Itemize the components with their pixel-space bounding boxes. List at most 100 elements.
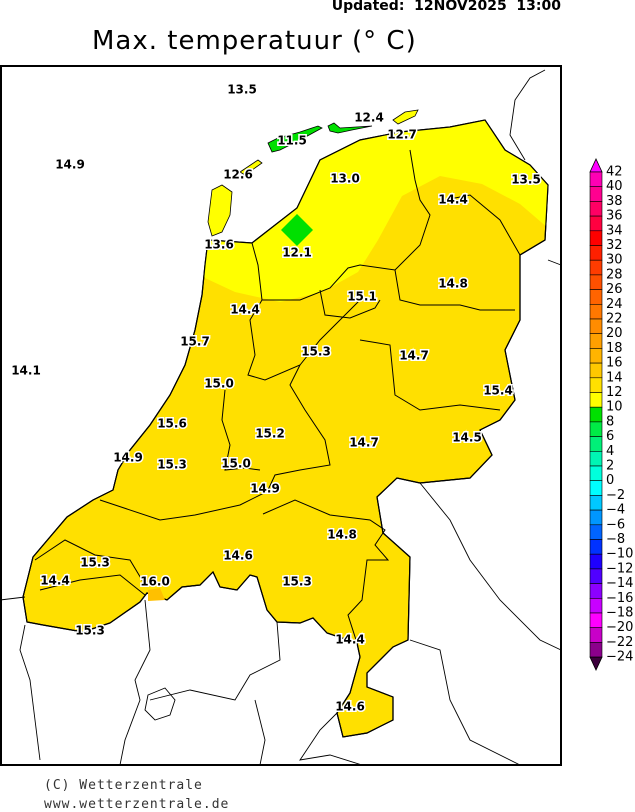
legend-label: −2: [606, 488, 625, 503]
legend-label: −20: [606, 620, 633, 635]
legend-label: 4: [606, 444, 614, 459]
legend-swatch: [589, 612, 603, 628]
station-value: 14.9: [55, 158, 85, 172]
station-value: 13.6: [204, 238, 234, 252]
legend-swatch: [589, 259, 603, 276]
map-frame: [0, 65, 562, 766]
legend-swatch: [589, 348, 603, 364]
station-value: 14.1: [11, 364, 41, 378]
website-link[interactable]: www.wetterzentrale.de: [44, 797, 230, 812]
station-value: 14.4: [335, 633, 365, 647]
legend-label: 6: [606, 429, 614, 444]
legend-swatch: [589, 362, 603, 379]
legend-label: −10: [606, 547, 633, 562]
legend-swatch: [589, 171, 603, 187]
station-value: 15.1: [347, 290, 377, 304]
legend-label: 28: [606, 267, 623, 282]
station-value: 11.5: [277, 134, 307, 148]
station-value: 15.4: [483, 384, 513, 398]
legend-label: 12: [606, 385, 623, 400]
legend-swatch: [589, 509, 603, 526]
station-value: 15.3: [282, 575, 312, 589]
legend-swatch: [589, 539, 603, 555]
station-value: 14.9: [113, 451, 143, 465]
map-title: Max. temperatuur (° C): [92, 26, 417, 56]
legend-label: 42: [606, 165, 623, 180]
legend-label: −12: [606, 561, 633, 576]
station-value: 15.6: [157, 417, 187, 431]
legend-swatch: [589, 230, 603, 246]
legend-label: 40: [606, 179, 623, 194]
station-value: 12.4: [354, 111, 384, 125]
legend-label: 36: [606, 209, 623, 224]
island-schiermonnikoog: [392, 109, 419, 125]
station-value: 14.4: [230, 303, 260, 317]
station-value: 15.0: [221, 457, 251, 471]
legend-label: 16: [606, 356, 623, 371]
station-value: 13.0: [330, 172, 360, 186]
legend-swatch: [589, 318, 603, 334]
legend-arrow-top: [589, 158, 603, 173]
legend-swatch: [589, 215, 603, 232]
legend-swatch: [589, 421, 603, 437]
legend-swatch: [589, 201, 603, 217]
station-labels: 13.5 12.4 11.5 12.7 14.9 12.6 13.0 13.5 14.4 13.6…: [10, 81, 543, 715]
legend-swatch: [589, 597, 603, 614]
color-legend: 424038363432302826242220181614121086420−…: [589, 158, 633, 672]
station-value: 14.8: [438, 277, 468, 291]
legend-label: 8: [606, 414, 614, 429]
station-value: 14.9: [250, 482, 280, 496]
legend-label: −22: [606, 635, 633, 650]
station-value: 13.5: [227, 83, 257, 97]
legend-swatch: [589, 480, 603, 496]
province-borders: [34, 149, 521, 644]
country-borders: [0, 69, 562, 766]
legend-label: 32: [606, 238, 623, 253]
legend-label: 10: [606, 400, 623, 415]
legend-swatch: [589, 289, 603, 305]
station-value: 15.2: [255, 427, 285, 441]
netherlands-land: [22, 119, 549, 738]
legend-swatch: [589, 406, 603, 423]
station-value: 15.3: [75, 624, 105, 638]
legend-label: −18: [606, 606, 633, 621]
legend-label: −8: [606, 532, 625, 547]
station-value: 12.6: [223, 168, 253, 182]
station-value: 13.5: [511, 173, 541, 187]
legend-label: 24: [606, 297, 623, 312]
copyright-text: (C) Wetterzentrale: [44, 778, 203, 793]
legend-swatch: [589, 495, 603, 511]
legend-label: 26: [606, 282, 623, 297]
station-value: 12.1: [282, 246, 312, 260]
station-value: 14.4: [40, 574, 70, 588]
legend-label: 20: [606, 326, 623, 341]
station-value: 15.0: [204, 377, 234, 391]
station-value: 14.7: [399, 349, 429, 363]
legend-arrow-bottom: [589, 656, 603, 672]
station-value: 12.7: [387, 128, 417, 142]
legend-swatch: [589, 553, 603, 570]
legend-swatch: [589, 627, 603, 643]
orange-spot-16: [148, 588, 165, 601]
station-value: 15.3: [80, 556, 110, 570]
legend-swatch: [589, 450, 603, 467]
legend-swatch: [589, 642, 603, 658]
station-value: 14.6: [223, 549, 253, 563]
legend-label: −16: [606, 591, 633, 606]
legend-label: 18: [606, 341, 623, 356]
legend-swatch: [589, 274, 603, 290]
legend-label: 14: [606, 370, 623, 385]
legend-label: 34: [606, 223, 623, 238]
station-value: 14.8: [327, 528, 357, 542]
station-value: 16.0: [140, 575, 170, 589]
legend-swatch: [589, 333, 603, 349]
legend-swatch: [589, 465, 603, 481]
legend-label: 22: [606, 312, 623, 327]
island-ameland: [327, 122, 373, 134]
station-value: 14.6: [335, 700, 365, 714]
updated-timestamp: Updated: 12NOV2025 13:00: [331, 0, 561, 14]
legend-swatch: [589, 583, 603, 599]
island-vlieland: [239, 159, 263, 176]
